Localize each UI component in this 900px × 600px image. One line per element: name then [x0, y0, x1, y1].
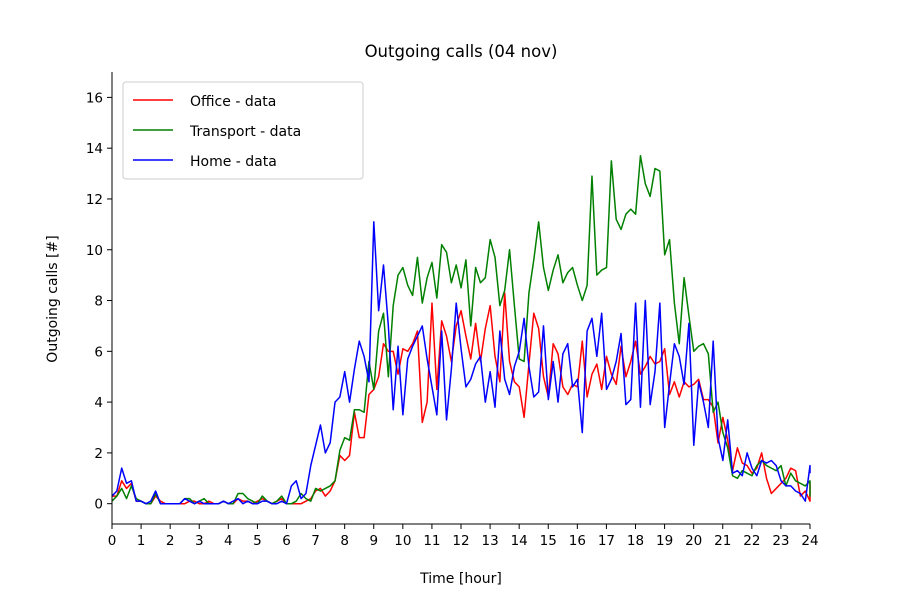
y-tick-label: 8 — [94, 294, 103, 310]
x-tick-label: 2 — [166, 533, 175, 549]
series-lines — [111, 155, 811, 505]
y-tick-label: 4 — [94, 395, 103, 411]
legend-label-office: Office - data — [190, 94, 276, 110]
x-tick-label: 14 — [511, 533, 528, 549]
x-tick-label: 1 — [137, 533, 146, 549]
x-tick-label: 15 — [540, 533, 557, 549]
y-tick-label: 16 — [86, 90, 103, 106]
y-axis-label: Outgoing calls [#] — [45, 235, 61, 362]
x-tick-label: 13 — [481, 533, 498, 549]
x-tick-label: 10 — [394, 533, 411, 549]
x-tick-label: 22 — [743, 533, 760, 549]
y-tick-label: 2 — [94, 446, 103, 462]
x-tick-label: 19 — [656, 533, 673, 549]
x-tick-label: 23 — [772, 533, 789, 549]
x-tick-label: 6 — [282, 533, 291, 549]
legend-label-home: Home - data — [190, 154, 277, 170]
y-tick-label: 12 — [86, 192, 103, 208]
x-tick-label: 4 — [224, 533, 233, 549]
legend: Office - data Transport - data Home - da… — [122, 81, 364, 180]
x-tick-label: 12 — [452, 533, 469, 549]
y-tick-label: 6 — [94, 344, 103, 360]
x-tick-label: 16 — [569, 533, 586, 549]
x-tick-label: 0 — [108, 533, 117, 549]
x-tick-label: 5 — [253, 533, 262, 549]
x-tick-label: 20 — [685, 533, 702, 549]
legend-box — [122, 81, 364, 180]
x-tick-label: 8 — [340, 533, 349, 549]
x-axis-label: Time [hour] — [419, 571, 502, 587]
axis-ticks: 0 1 2 3 4 5 6 7 8 9 10 11 12 13 14 15 16 17 18 19 20 21 22 23 24… — [86, 90, 819, 549]
x-tick-label: 17 — [598, 533, 615, 549]
y-tick-label: 0 — [94, 497, 103, 513]
series-line-transport — [111, 155, 811, 505]
legend-label-transport: Transport - data — [189, 124, 301, 140]
x-tick-label: 21 — [714, 533, 731, 549]
x-tick-label: 11 — [423, 533, 440, 549]
x-tick-label: 3 — [195, 533, 204, 549]
x-tick-label: 7 — [311, 533, 320, 549]
x-tick-label: 18 — [627, 533, 644, 549]
x-tick-label: 24 — [801, 533, 818, 549]
y-tick-label: 10 — [86, 243, 103, 259]
x-tick-label: 9 — [369, 533, 378, 549]
chart-title: Outgoing calls (04 nov) — [365, 42, 558, 61]
series-line-home — [111, 221, 811, 505]
series-line-office — [112, 292, 811, 505]
y-tick-label: 14 — [86, 141, 103, 157]
